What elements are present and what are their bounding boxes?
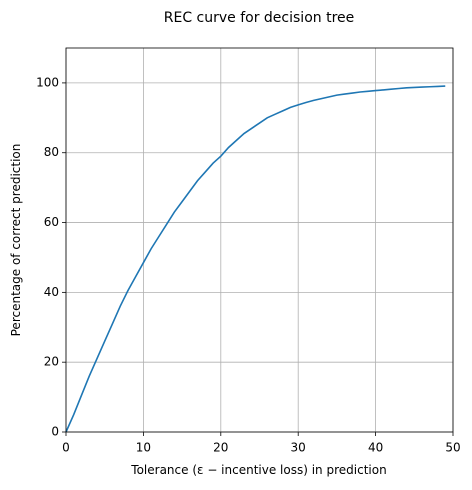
x-tick-label: 50	[445, 441, 460, 455]
chart-title: REC curve for decision tree	[164, 10, 355, 26]
y-tick-label: 40	[44, 285, 59, 299]
x-tick-label: 10	[136, 441, 151, 455]
x-tick-label: 40	[368, 441, 383, 455]
plot-frame	[65, 47, 454, 433]
y-tick-label: 20	[44, 355, 59, 369]
x-tick-label: 30	[291, 441, 306, 455]
x-tick-label: 0	[62, 441, 70, 455]
x-axis-label: Tolerance (ε − incentive loss) in predic…	[130, 463, 386, 477]
y-tick-label: 100	[36, 75, 59, 89]
line	[65, 85, 446, 433]
x-tick-label: 20	[213, 441, 228, 455]
y-tick-label: 60	[44, 215, 59, 229]
y-axis-label: Percentage of correct prediction	[9, 144, 23, 337]
y-tick-label: 80	[44, 145, 59, 159]
y-tick-label: 0	[51, 425, 59, 439]
